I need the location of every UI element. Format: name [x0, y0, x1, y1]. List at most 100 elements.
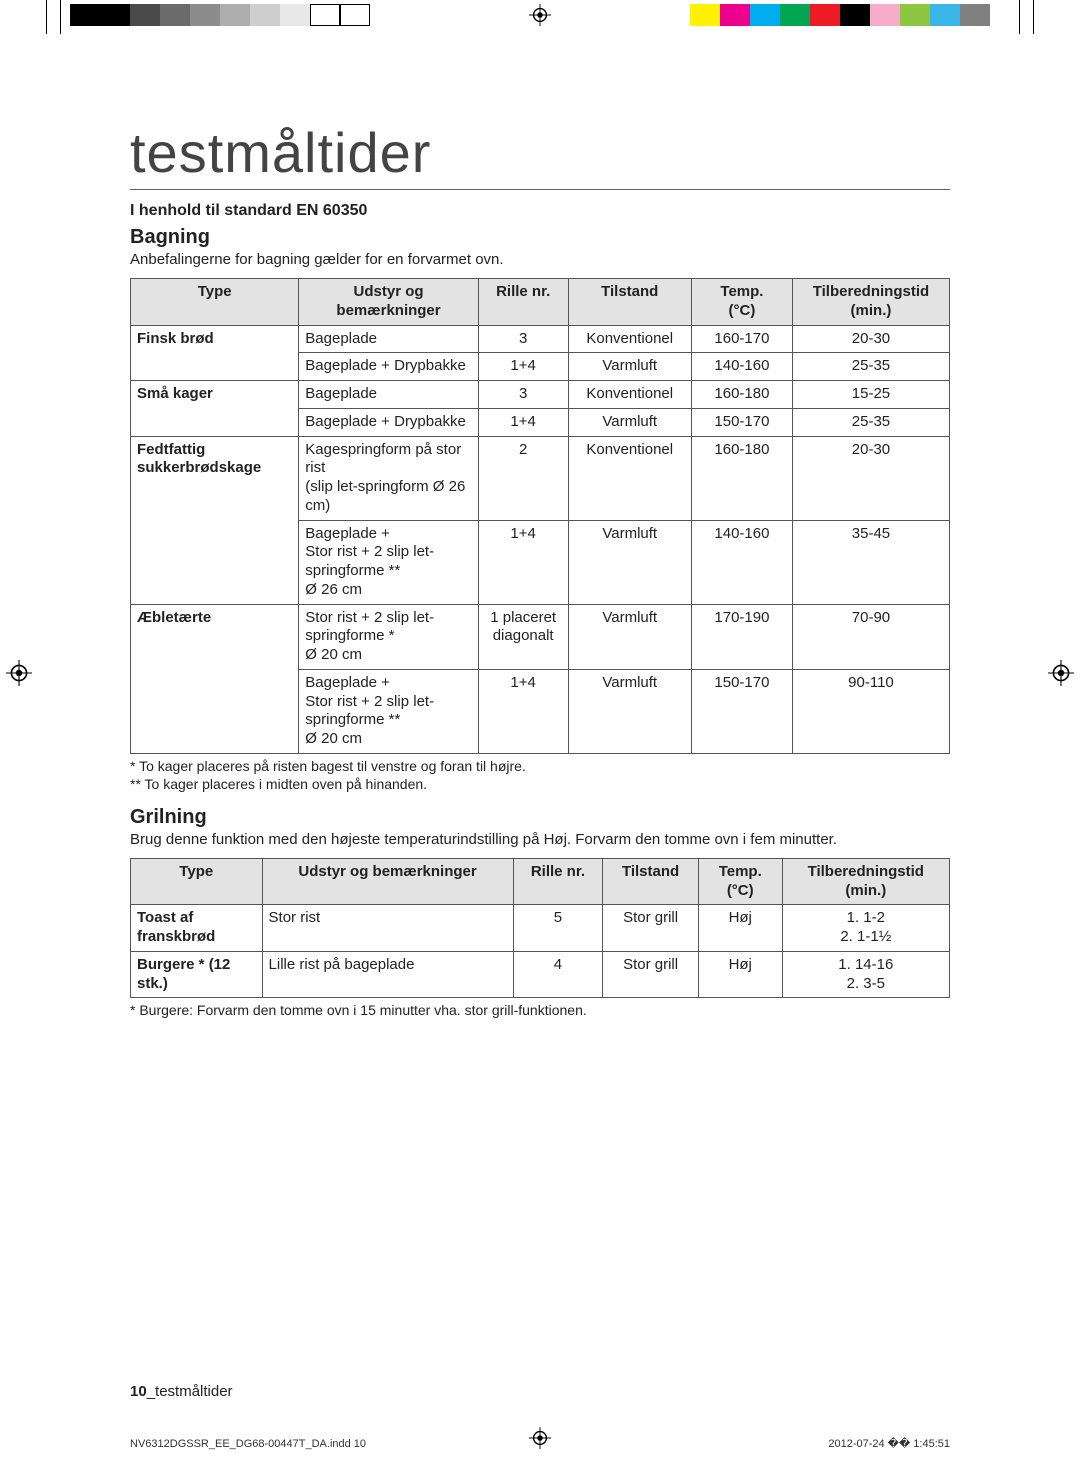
table-header: Tilberedningstid(min.) — [792, 279, 949, 326]
footnote: * Burgere: Forvarm den tomme ovn i 15 mi… — [130, 1002, 950, 1018]
registration-target-icon — [6, 660, 32, 686]
baking-table: TypeUdstyr og bemærkningerRille nr.Tilst… — [130, 278, 950, 754]
cell-shelf: 3 — [478, 381, 568, 409]
table-header: Rille nr. — [513, 858, 603, 905]
cell-time: 20-30 — [792, 436, 949, 520]
page-number: 10 — [130, 1383, 147, 1400]
cell-mode: Varmluft — [568, 669, 691, 753]
table-header: Temp.(°C) — [691, 279, 792, 326]
cell-shelf: 1+4 — [478, 353, 568, 381]
cell-temp: 150-170 — [691, 669, 792, 753]
cell-type: Æbletærte — [131, 604, 299, 753]
cell-shelf: 1+4 — [478, 408, 568, 436]
cell-temp: 150-170 — [691, 408, 792, 436]
section-lead: Brug denne funktion med den højeste temp… — [130, 831, 950, 848]
table-header: Type — [131, 858, 263, 905]
table-row: Toast af franskbrødStor rist5Stor grillH… — [131, 905, 950, 952]
cell-mode: Stor grill — [603, 951, 699, 998]
section-lead: Anbefalingerne for bagning gælder for en… — [130, 251, 950, 268]
cell-mode: Konventionel — [568, 436, 691, 520]
crop-mark — [46, 0, 47, 34]
registration-target-icon — [529, 4, 551, 26]
cell-shelf: 1+4 — [478, 669, 568, 753]
cell-equipment: Kagespringform på stor rist(slip let-spr… — [299, 436, 479, 520]
cell-time: 15-25 — [792, 381, 949, 409]
grilling-table: TypeUdstyr og bemærkningerRille nr.Tilst… — [130, 858, 950, 999]
footnote: ** To kager placeres i midten oven på hi… — [130, 776, 950, 792]
cell-equipment: Bageplade — [299, 381, 479, 409]
cell-temp: 170-190 — [691, 604, 792, 669]
cell-temp: 160-180 — [691, 381, 792, 409]
crop-mark — [1033, 0, 1034, 34]
table-header: Temp.(°C) — [698, 858, 782, 905]
cell-type: Burgere * (12 stk.) — [131, 951, 263, 998]
cell-equipment: Stor rist + 2 slip let-springforme *Ø 20… — [299, 604, 479, 669]
registration-strip-color — [690, 4, 990, 26]
cell-equipment: Stor rist — [262, 905, 513, 952]
page-title: testmåltider — [130, 120, 950, 190]
table-header: Tilberedningstid(min.) — [782, 858, 949, 905]
cell-equipment: Bageplade +Stor rist + 2 slip let-spring… — [299, 520, 479, 604]
registration-target-icon — [1048, 660, 1074, 686]
cell-equipment: Bageplade +Stor rist + 2 slip let-spring… — [299, 669, 479, 753]
cell-shelf: 3 — [478, 325, 568, 353]
cell-temp: 140-160 — [691, 353, 792, 381]
cell-equipment: Bageplade — [299, 325, 479, 353]
cell-type: Finsk brød — [131, 325, 299, 381]
registration-target-icon — [529, 1427, 551, 1454]
cell-temp: 160-180 — [691, 436, 792, 520]
table-header: Udstyr og bemærkninger — [262, 858, 513, 905]
table-header: Udstyr og bemærkninger — [299, 279, 479, 326]
crop-mark — [1019, 0, 1020, 34]
section-heading-grilning: Grilning — [130, 806, 950, 829]
table-header: Rille nr. — [478, 279, 568, 326]
cell-equipment: Bageplade + Drypbakke — [299, 353, 479, 381]
cell-type: Små kager — [131, 381, 299, 437]
cell-equipment: Bageplade + Drypbakke — [299, 408, 479, 436]
table-header: Tilstand — [568, 279, 691, 326]
cell-time: 25-35 — [792, 408, 949, 436]
cell-shelf: 1 placeret diagonalt — [478, 604, 568, 669]
table-row: ÆbletærteStor rist + 2 slip let-springfo… — [131, 604, 950, 669]
cell-mode: Stor grill — [603, 905, 699, 952]
cell-shelf: 2 — [478, 436, 568, 520]
cell-mode: Varmluft — [568, 408, 691, 436]
standard-note: I henhold til standard EN 60350 — [130, 202, 950, 220]
cell-type: Toast af franskbrød — [131, 905, 263, 952]
table-header: Tilstand — [603, 858, 699, 905]
cell-shelf: 1+4 — [478, 520, 568, 604]
page-footer: 10_testmåltider — [130, 1383, 233, 1400]
cell-time: 70-90 — [792, 604, 949, 669]
footer-section: _testmåltider — [147, 1383, 233, 1400]
cell-temp: Høj — [698, 905, 782, 952]
cell-time: 1. 1-22. 1-1½ — [782, 905, 949, 952]
table-row: Burgere * (12 stk.)Lille rist på bagepla… — [131, 951, 950, 998]
cell-time: 35-45 — [792, 520, 949, 604]
crop-mark — [60, 0, 61, 34]
cell-time: 90-110 — [792, 669, 949, 753]
page-content: testmåltider I henhold til standard EN 6… — [130, 120, 950, 1412]
table-row: Finsk brødBageplade3Konventionel160-1702… — [131, 325, 950, 353]
cell-temp: Høj — [698, 951, 782, 998]
section-heading-bagning: Bagning — [130, 226, 950, 249]
cell-mode: Konventionel — [568, 325, 691, 353]
cell-time: 20-30 — [792, 325, 949, 353]
cell-shelf: 4 — [513, 951, 603, 998]
cell-temp: 140-160 — [691, 520, 792, 604]
footnote: * To kager placeres på risten bagest til… — [130, 758, 950, 774]
table-header: Type — [131, 279, 299, 326]
cell-mode: Varmluft — [568, 353, 691, 381]
cell-mode: Varmluft — [568, 604, 691, 669]
cell-equipment: Lille rist på bageplade — [262, 951, 513, 998]
cell-type: Fedtfattig sukkerbrødskage — [131, 436, 299, 604]
cell-temp: 160-170 — [691, 325, 792, 353]
table-row: Små kagerBageplade3Konventionel160-18015… — [131, 381, 950, 409]
cell-mode: Varmluft — [568, 520, 691, 604]
cell-mode: Konventionel — [568, 381, 691, 409]
print-filename: NV6312DGSSR_EE_DG68-00447T_DA.indd 10 — [130, 1438, 366, 1450]
print-sheet: testmåltider I henhold til standard EN 6… — [0, 0, 1080, 1472]
registration-strip-grayscale — [70, 4, 370, 26]
cell-shelf: 5 — [513, 905, 603, 952]
print-timestamp: 2012-07-24 �� 1:45:51 — [828, 1437, 950, 1450]
cell-time: 25-35 — [792, 353, 949, 381]
